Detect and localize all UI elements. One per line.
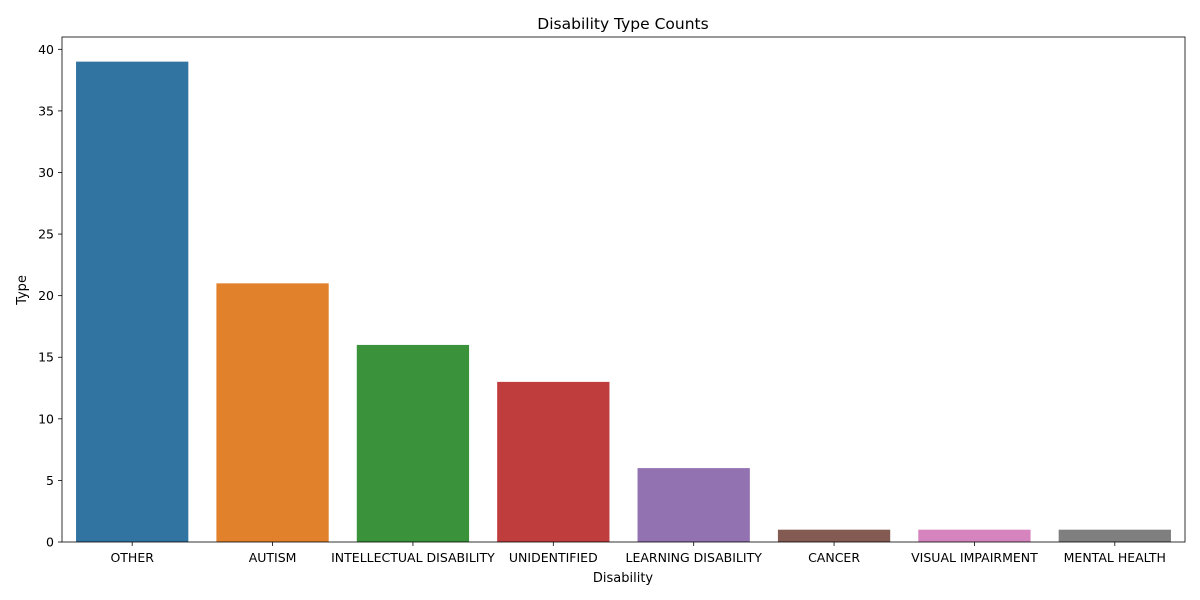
y-tick-label: 25 xyxy=(38,227,54,242)
y-tick-label: 15 xyxy=(38,350,54,365)
x-tick-label: AUTISM xyxy=(249,550,297,565)
chart-title: Disability Type Counts xyxy=(537,15,708,33)
bar-unidentified xyxy=(497,381,610,542)
bar-learning-disability xyxy=(637,468,750,542)
y-tick-label: 5 xyxy=(46,473,54,488)
bar-cancer xyxy=(777,529,891,542)
bar-intellectual-disability xyxy=(356,344,470,542)
x-tick-label: CANCER xyxy=(808,550,860,565)
y-axis: 0 5 10 15 20 25 30 35 40 xyxy=(38,42,62,550)
bar-visual-impairment xyxy=(918,529,1031,542)
y-axis-title: Type xyxy=(15,275,30,306)
bar-autism xyxy=(216,283,329,542)
bar-other xyxy=(76,61,189,542)
y-tick-label: 20 xyxy=(38,288,54,303)
x-axis-title: Disability xyxy=(593,571,654,586)
y-tick-label: 10 xyxy=(38,411,54,426)
y-tick-label: 0 xyxy=(46,535,54,550)
x-tick-label: MENTAL HEALTH xyxy=(1064,550,1166,565)
y-tick-label: 35 xyxy=(38,103,54,118)
bars-group xyxy=(76,61,1171,542)
x-tick-label: INTELLECTUAL DISABILITY xyxy=(331,550,495,565)
bar-mental-health xyxy=(1058,529,1171,542)
x-tick-label: LEARNING DISABILITY xyxy=(626,550,763,565)
x-tick-label: UNIDENTIFIED xyxy=(509,550,598,565)
x-axis: OTHER AUTISM INTELLECTUAL DISABILITY UNIDEN… xyxy=(110,542,1166,565)
y-tick-label: 40 xyxy=(38,42,54,57)
x-tick-label: VISUAL IMPAIRMENT xyxy=(911,550,1038,565)
plot-frame xyxy=(61,36,1186,543)
x-tick-label: OTHER xyxy=(110,550,154,565)
y-tick-label: 30 xyxy=(38,165,54,180)
